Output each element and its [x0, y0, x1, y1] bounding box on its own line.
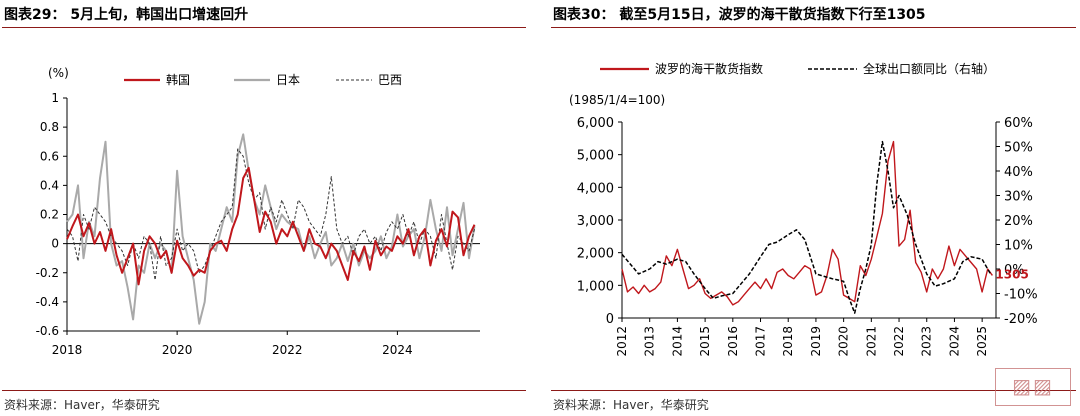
- x-tick-label: 2022: [272, 343, 303, 357]
- y-tick-label-right: 10%: [1004, 239, 1033, 254]
- y-tick-label-left: 2,000: [577, 247, 614, 262]
- legend-label: 日本: [276, 73, 300, 87]
- y-tick-label: 0.2: [40, 208, 59, 222]
- x-tick-label: 2020: [162, 343, 193, 357]
- footer-divider: [551, 390, 1076, 391]
- y-tick-label-right: 30%: [1004, 190, 1033, 205]
- x-tick-label: 2020: [837, 326, 851, 357]
- x-tick-label: 2025: [975, 326, 989, 357]
- x-tick-label: 2015: [698, 326, 712, 357]
- y-tick-label-right: 0%: [1004, 263, 1025, 278]
- watermark-stamp: ▨▨: [995, 368, 1071, 406]
- y-tick-label-right: 40%: [1004, 165, 1033, 180]
- x-tick-label: 2022: [892, 326, 906, 357]
- chart-title: 图表30： 截至5月15日，波罗的海干散货指数下行至1305: [553, 7, 926, 23]
- y-tick-label-left: 0: [606, 312, 614, 327]
- legend-label: 韩国: [166, 72, 190, 87]
- y-tick-label-right: 20%: [1004, 214, 1033, 229]
- y-tick-label-right: 60%: [1004, 116, 1033, 131]
- chart-canvas: (1985/1/4=100) 波罗的海干散货指数 全球出口额同比（右轴） 6,000 5…: [569, 61, 1038, 357]
- x-tick-label: 2018: [781, 326, 795, 357]
- chart-source: 资料来源：Haver，华泰研究: [4, 398, 160, 412]
- chart-panel-korea-exports: 图表29： 5月上旬，韩国出口增速回升 (%) 韩国 日本 巴西 1 0.8 0.6 0.4 0…: [0, 0, 530, 416]
- chart-source: 资料来源：Haver，华泰研究: [553, 398, 709, 412]
- chart-panel-bdi: 图表30： 截至5月15日，波罗的海干散货指数下行至1305 (1985/1/4…: [549, 0, 1080, 416]
- y-tick-label-right: -10%: [1004, 288, 1038, 303]
- footer-divider: [2, 390, 526, 391]
- chart-title: 图表29： 5月上旬，韩国出口增速回升: [4, 7, 249, 23]
- x-tick-label: 2021: [864, 326, 878, 357]
- x-tick-label: 2018: [52, 343, 83, 357]
- title-divider: [2, 27, 526, 28]
- y-tick-label: -0.2: [36, 266, 59, 280]
- title-divider: [551, 27, 1076, 28]
- legend-label: 巴西: [378, 73, 402, 87]
- end-value-label: 1305: [995, 267, 1028, 281]
- y-tick-label: 1: [51, 91, 59, 105]
- legend-label: 波罗的海干散货指数: [655, 61, 763, 76]
- y-tick-label: -0.4: [36, 295, 59, 309]
- x-tick-label: 2024: [947, 326, 961, 357]
- y-tick-label-left: 3,000: [577, 214, 614, 229]
- unit-label: (1985/1/4=100): [569, 93, 665, 107]
- series-line-japan: [66, 133, 476, 325]
- x-tick-label: 2024: [382, 343, 413, 357]
- x-tick-label: 2012: [615, 326, 629, 357]
- y-tick-label: 0.8: [40, 120, 59, 134]
- y-tick-label: 0.6: [40, 149, 59, 163]
- x-tick-label: 2014: [670, 326, 684, 357]
- legend-label: 全球出口额同比（右轴）: [863, 61, 995, 76]
- chart-canvas: (%) 韩国 日本 巴西 1 0.8 0.6 0.4 0.2 0 -0.2 -0.4 -0.6 2018 2…: [36, 66, 480, 357]
- unit-label: (%): [48, 66, 69, 80]
- x-tick-label: 2023: [920, 326, 934, 357]
- x-tick-label: 2013: [643, 326, 657, 357]
- series-line-korea: [66, 166, 476, 286]
- series-line-global-exports: [621, 140, 992, 314]
- y-tick-label: -0.6: [36, 324, 59, 338]
- y-tick-label: 0.4: [40, 178, 59, 192]
- y-tick-label: 0: [51, 237, 59, 251]
- x-tick-label: 2019: [809, 326, 823, 357]
- y-tick-label-right: 50%: [1004, 141, 1033, 156]
- y-tick-label-left: 5,000: [577, 149, 614, 164]
- x-tick-label: 2017: [754, 326, 768, 357]
- series-line-bdi: [621, 140, 993, 306]
- y-tick-label-left: 1,000: [577, 279, 614, 294]
- x-tick-label: 2016: [726, 326, 740, 357]
- y-tick-label-left: 6,000: [577, 116, 614, 131]
- y-tick-label-left: 4,000: [577, 181, 614, 196]
- series-line-brazil: [66, 148, 475, 281]
- y-tick-label-right: -20%: [1004, 312, 1038, 327]
